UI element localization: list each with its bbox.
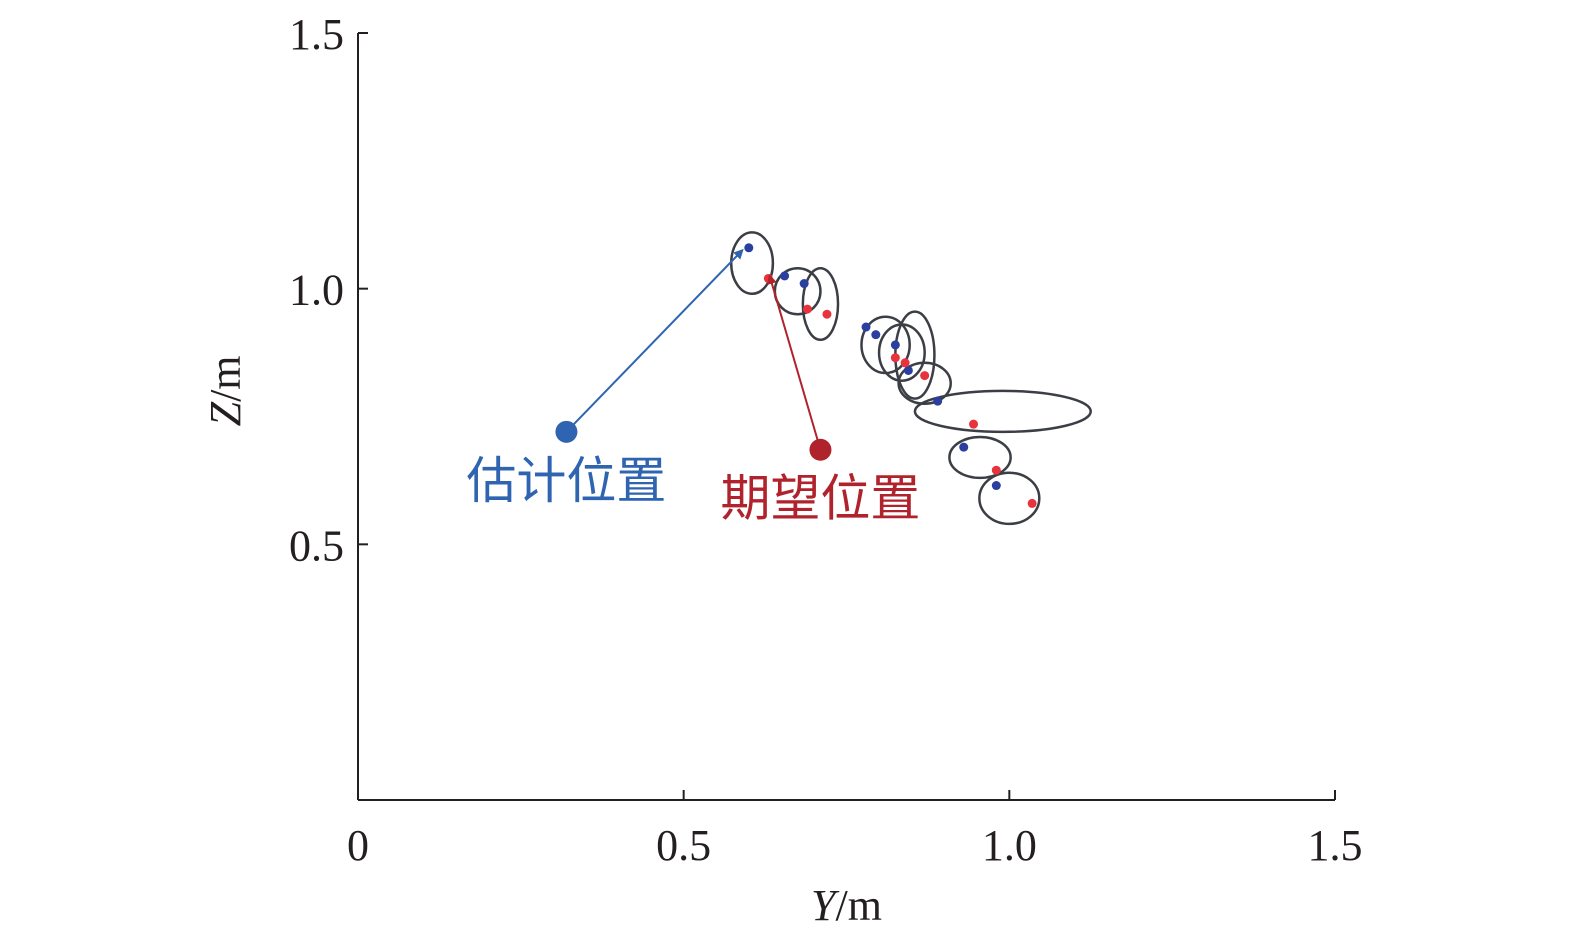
estimated-point	[799, 279, 809, 289]
expected-arrow	[767, 273, 822, 451]
uncertainty-ellipse	[978, 471, 1041, 526]
y-tick-label: 0.5	[289, 521, 344, 570]
expected-point	[920, 371, 930, 381]
estimated-point	[780, 271, 790, 281]
x-axis-title: Y/m	[811, 881, 882, 930]
expected-label: 期望位置	[720, 470, 920, 528]
annotations: 估计位置 期望位置	[466, 248, 920, 528]
estimated-point	[890, 340, 900, 350]
estimated-point	[991, 481, 1001, 491]
estimated-arrow	[565, 248, 744, 433]
y-axis-unit: /m	[201, 355, 250, 401]
y-tick-label: 1.5	[289, 10, 344, 59]
estimated-point	[861, 322, 871, 332]
x-tick-label: 0.5	[656, 821, 711, 870]
estimated-point	[903, 365, 913, 375]
x-tick-label: 1.5	[1308, 821, 1363, 870]
x-axis-var: Y	[811, 881, 840, 930]
estimated-label: 估计位置	[466, 452, 666, 510]
uncertainty-ellipse	[897, 361, 952, 405]
y-axis-title: Z/m	[201, 355, 250, 426]
y-tick-label: 1.0	[289, 266, 344, 315]
plot-area	[729, 231, 1093, 526]
estimated-point	[871, 330, 881, 340]
expected-point	[969, 419, 979, 429]
expected-point	[802, 304, 812, 314]
uncertainty-ellipse	[729, 231, 775, 296]
uncertainty-ellipse	[894, 310, 936, 400]
estimated-marker-dot	[555, 420, 578, 443]
estimated-point	[959, 442, 969, 452]
expected-point	[1027, 498, 1037, 508]
uncertainty-ellipse	[801, 266, 840, 342]
expected-point	[991, 465, 1001, 475]
expected-point	[890, 353, 900, 363]
expected-point	[900, 358, 910, 368]
ticks: 0 0.5 1.0 1.5 0.5 1.0 1.5	[289, 10, 1363, 870]
estimated-point	[933, 396, 943, 406]
estimated-point	[744, 243, 754, 253]
expected-point	[822, 309, 832, 319]
uncertainty-ellipse	[913, 389, 1093, 434]
uncertainty-ellipse	[948, 435, 1012, 480]
x-tick-label: 0	[347, 821, 369, 870]
axes	[357, 33, 1335, 801]
x-tick-label: 1.0	[982, 821, 1037, 870]
x-axis-unit: /m	[836, 881, 882, 930]
expected-marker-dot	[809, 438, 832, 461]
y-axis-var: Z	[201, 401, 250, 426]
